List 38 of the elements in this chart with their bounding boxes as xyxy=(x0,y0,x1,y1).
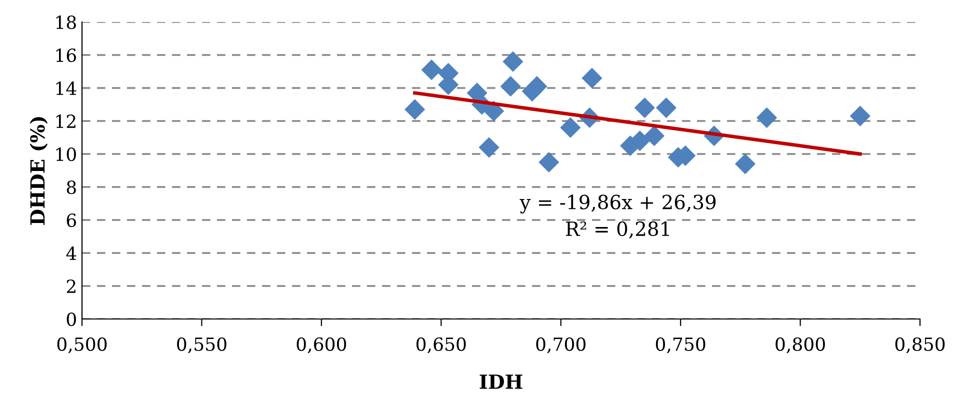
x-tick-label: 0,650 xyxy=(416,337,466,354)
y-tick-label: 8 xyxy=(66,180,76,194)
point xyxy=(500,76,521,97)
x-tick-label: 0,750 xyxy=(656,337,706,354)
y-tick-label: 4 xyxy=(66,246,76,260)
x-tick-label: 0,700 xyxy=(536,337,586,354)
y-tick-label: 6 xyxy=(66,213,76,228)
point xyxy=(560,117,581,138)
x-tick-label: 0,800 xyxy=(776,337,825,354)
point xyxy=(404,99,426,120)
y-tick-label: 2 xyxy=(66,279,76,293)
y-tick-label: 16 xyxy=(56,48,76,62)
point xyxy=(526,76,548,97)
point xyxy=(421,60,442,80)
x-tick-label: 0,500 xyxy=(57,337,107,354)
point xyxy=(478,137,500,158)
annotation: R² = 0,281 xyxy=(566,221,669,238)
y-tick-label: 0 xyxy=(66,312,76,326)
point xyxy=(634,98,655,118)
point xyxy=(756,107,778,128)
point xyxy=(644,126,665,146)
x-axis-title: IDH xyxy=(480,374,522,389)
point xyxy=(502,51,524,72)
y-tick-label: 12 xyxy=(56,114,76,128)
y-tick-label: 18 xyxy=(56,15,76,30)
y-tick-label: 10 xyxy=(56,147,76,162)
point xyxy=(656,98,677,118)
point xyxy=(538,152,560,173)
point xyxy=(582,68,602,88)
point xyxy=(734,154,756,174)
y-tick-label: 14 xyxy=(56,81,76,95)
x-tick-label: 0,550 xyxy=(177,337,226,354)
y-axis-title: DHDE (%) xyxy=(30,117,48,225)
point xyxy=(484,100,504,122)
annotation: y = -19,86x + 26,39 xyxy=(520,194,716,214)
x-tick-label: 0,850 xyxy=(895,337,945,354)
x-tick-label: 0,600 xyxy=(296,337,346,354)
point xyxy=(850,106,870,126)
